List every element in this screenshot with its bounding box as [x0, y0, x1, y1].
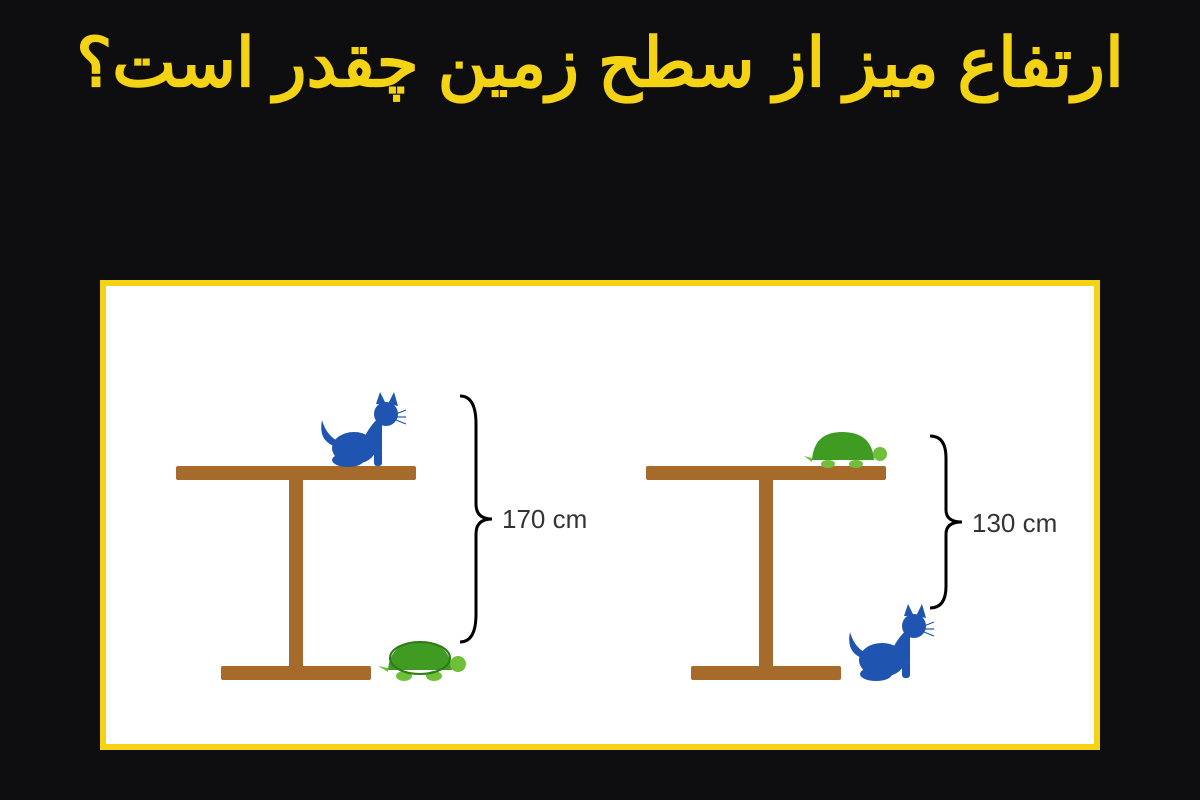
table-column-left — [289, 480, 303, 670]
turtle-on-table-right — [802, 428, 888, 470]
question-title: ارتفاع میز از سطح زمین چقدر است؟ — [0, 24, 1200, 103]
brace-right — [926, 434, 966, 610]
measure-right-text: 130 cm — [972, 508, 1057, 538]
cat-on-table-left — [316, 390, 406, 468]
cat-on-floor-right — [842, 600, 936, 682]
scene-left: 170 cm — [156, 346, 596, 686]
diagram-panel: 170 cm — [100, 280, 1100, 750]
turtle-on-floor-left — [376, 636, 466, 682]
table-top-left — [176, 466, 416, 480]
table-base-right — [691, 666, 841, 680]
table-base-left — [221, 666, 371, 680]
measure-left: 170 cm — [502, 504, 587, 535]
canvas: ارتفاع میز از سطح زمین چقدر است؟ — [0, 0, 1200, 800]
measure-left-text: 170 cm — [502, 504, 587, 534]
brace-left — [456, 394, 496, 644]
question-text: ارتفاع میز از سطح زمین چقدر است؟ — [76, 25, 1124, 101]
scene-right: 130 cm — [626, 346, 1066, 686]
table-column-right — [759, 480, 773, 670]
measure-right: 130 cm — [972, 508, 1057, 539]
